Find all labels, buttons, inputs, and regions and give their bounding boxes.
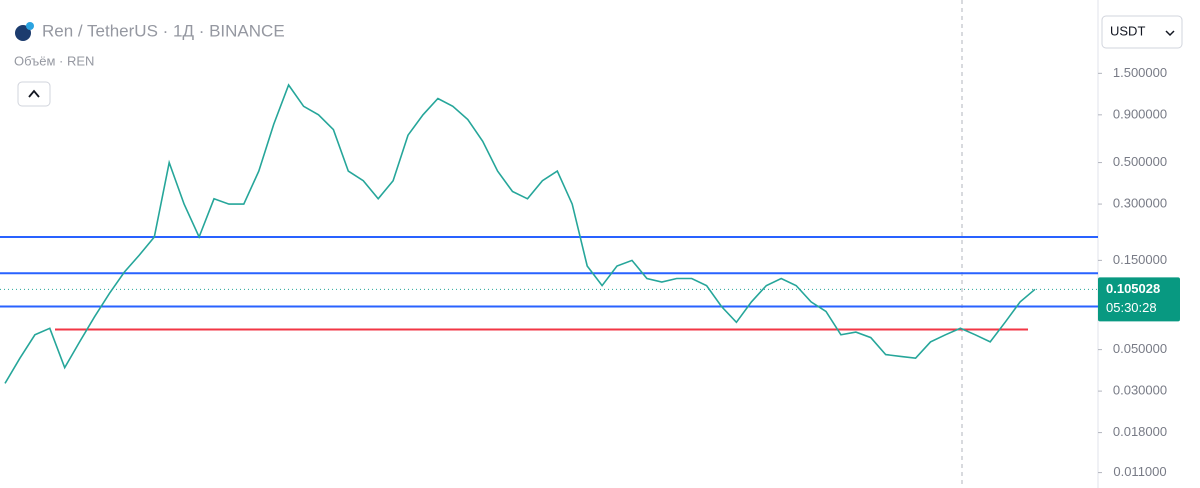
- chart-title: Ren / TetherUS · 1Д · BINANCE: [42, 21, 285, 40]
- y-tick-label: 0.018000: [1113, 424, 1167, 439]
- collapse-button[interactable]: [17, 81, 51, 107]
- price-badge: [1098, 277, 1180, 322]
- logo: [15, 25, 31, 41]
- chart-subtitle: Объём · REN: [14, 53, 94, 68]
- y-tick-label: 1.500000: [1113, 65, 1167, 80]
- collapse-icon: [28, 89, 40, 98]
- y-tick-label: 0.900000: [1113, 106, 1167, 121]
- y-tick-label: 0.150000: [1113, 252, 1167, 267]
- y-tick-label: 0.050000: [1113, 341, 1167, 356]
- currency-select[interactable]: [1101, 15, 1183, 49]
- current-price: 0.105028: [1106, 281, 1160, 296]
- logo-dot: [26, 22, 34, 30]
- y-tick-label: 0.011000: [1113, 464, 1166, 479]
- price-line: [4, 83, 1036, 384]
- y-tick-label: 0.500000: [1113, 154, 1167, 169]
- dropdown-icon: [1165, 30, 1175, 37]
- countdown: 05:30:28: [1106, 300, 1157, 315]
- y-tick-label: 0.030000: [1113, 383, 1167, 398]
- currency-label: USDT: [1110, 23, 1145, 38]
- y-tick-label: 0.300000: [1113, 196, 1167, 211]
